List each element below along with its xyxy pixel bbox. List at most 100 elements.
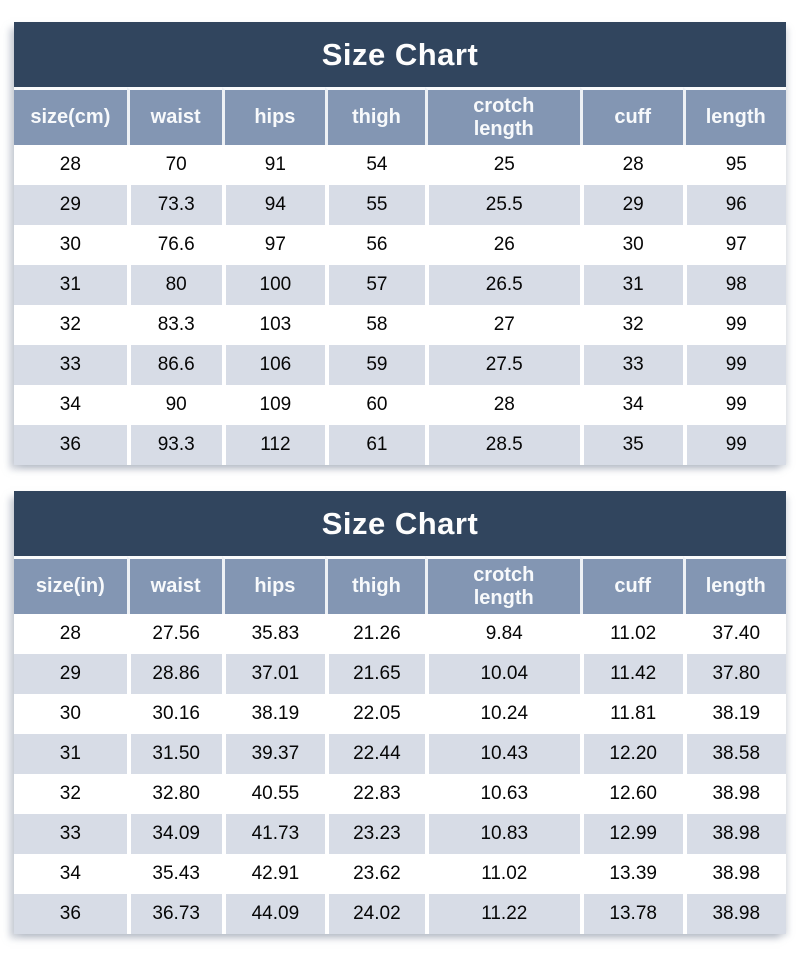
table-cell: 29	[579, 185, 683, 225]
table-cell: 9.84	[424, 614, 580, 654]
table-cell: 38.19	[221, 694, 326, 734]
table-cell: 30	[14, 694, 127, 734]
table-cell: 70	[126, 145, 222, 185]
column-header: cuff	[579, 87, 683, 145]
table-cell: 30	[579, 225, 683, 265]
table-cell: 31	[14, 265, 127, 305]
column-header: hips	[221, 87, 326, 145]
table-cell: 36	[14, 425, 127, 465]
table-row: 28 70 91 54 25 28 95	[14, 145, 786, 185]
column-header: waist	[126, 556, 222, 614]
table-row: 34 90 109 60 28 34 99	[14, 385, 786, 425]
table-cell: 11.42	[579, 654, 683, 694]
table-row: 36 93.3 112 61 28.5 35 99	[14, 425, 786, 465]
table-cell: 21.26	[325, 614, 425, 654]
table-cell: 97	[682, 225, 786, 265]
table-row: 29 73.3 94 55 25.5 29 96	[14, 185, 786, 225]
column-header: thigh	[325, 556, 425, 614]
table-cell: 22.05	[325, 694, 425, 734]
table-cell: 56	[325, 225, 425, 265]
table-cell: 91	[221, 145, 326, 185]
table-cell: 61	[325, 425, 425, 465]
table-cell: 28	[14, 145, 127, 185]
table-cell: 35.43	[126, 854, 222, 894]
size-chart-in-title: Size Chart	[14, 491, 786, 556]
table-cell: 38.58	[682, 734, 786, 774]
table-cell: 38.98	[682, 894, 786, 934]
table-cell: 24.02	[325, 894, 425, 934]
table-cell: 11.02	[424, 854, 580, 894]
table-cell: 30.16	[126, 694, 222, 734]
table-cell: 99	[682, 425, 786, 465]
table-cell: 32	[14, 774, 127, 814]
column-header-row: size(cm) waist hips thigh crotch length cuff l…	[14, 87, 786, 145]
table-row: 30 30.16 38.19 22.05 10.24 11.81 38.19	[14, 694, 786, 734]
column-header: length	[682, 87, 786, 145]
table-cell: 57	[325, 265, 425, 305]
table-row: 32 32.80 40.55 22.83 10.63 12.60 38.98	[14, 774, 786, 814]
table-cell: 33	[14, 814, 127, 854]
column-header: length	[682, 556, 786, 614]
table-row: 33 86.6 106 59 27.5 33 99	[14, 345, 786, 385]
table-cell: 31.50	[126, 734, 222, 774]
table-row: 33 34.09 41.73 23.23 10.83 12.99 38.98	[14, 814, 786, 854]
table-cell: 12.99	[579, 814, 683, 854]
table-cell: 58	[325, 305, 425, 345]
size-chart-cm-table: size(cm) waist hips thigh crotch length cuff l…	[14, 87, 786, 465]
column-header: thigh	[325, 87, 425, 145]
table-cell: 59	[325, 345, 425, 385]
table-cell: 38.98	[682, 854, 786, 894]
table-cell: 106	[221, 345, 326, 385]
table-cell: 23.62	[325, 854, 425, 894]
table-row: 34 35.43 42.91 23.62 11.02 13.39 38.98	[14, 854, 786, 894]
table-cell: 28.86	[126, 654, 222, 694]
table-cell: 99	[682, 345, 786, 385]
table-row: 36 36.73 44.09 24.02 11.22 13.78 38.98	[14, 894, 786, 934]
table-cell: 98	[682, 265, 786, 305]
table-cell: 42.91	[221, 854, 326, 894]
table-cell: 54	[325, 145, 425, 185]
table-cell: 10.04	[424, 654, 580, 694]
column-header-row: size(in) waist hips thigh crotch length cuff l…	[14, 556, 786, 614]
table-cell: 13.39	[579, 854, 683, 894]
table-cell: 11.81	[579, 694, 683, 734]
table-cell: 86.6	[126, 345, 222, 385]
table-cell: 32	[14, 305, 127, 345]
column-header: hips	[221, 556, 326, 614]
table-cell: 109	[221, 385, 326, 425]
table-cell: 28	[579, 145, 683, 185]
table-cell: 21.65	[325, 654, 425, 694]
table-cell: 28	[424, 385, 580, 425]
table-cell: 96	[682, 185, 786, 225]
table-cell: 34	[579, 385, 683, 425]
table-cell: 95	[682, 145, 786, 185]
size-chart-cm-title: Size Chart	[14, 22, 786, 87]
table-cell: 41.73	[221, 814, 326, 854]
table-cell: 11.02	[579, 614, 683, 654]
table-row: 29 28.86 37.01 21.65 10.04 11.42 37.80	[14, 654, 786, 694]
table-cell: 11.22	[424, 894, 580, 934]
table-cell: 22.44	[325, 734, 425, 774]
table-cell: 27.5	[424, 345, 580, 385]
table-cell: 10.63	[424, 774, 580, 814]
table-cell: 90	[126, 385, 222, 425]
table-cell: 22.83	[325, 774, 425, 814]
table-cell: 44.09	[221, 894, 326, 934]
size-chart-in-table: size(in) waist hips thigh crotch length cuff l…	[14, 556, 786, 934]
table-cell: 34	[14, 854, 127, 894]
column-header: crotch length	[424, 87, 580, 145]
table-cell: 93.3	[126, 425, 222, 465]
table-cell: 73.3	[126, 185, 222, 225]
table-cell: 10.83	[424, 814, 580, 854]
table-row: 31 80 100 57 26.5 31 98	[14, 265, 786, 305]
table-cell: 37.01	[221, 654, 326, 694]
table-cell: 27	[424, 305, 580, 345]
table-cell: 28.5	[424, 425, 580, 465]
table-cell: 12.60	[579, 774, 683, 814]
table-cell: 83.3	[126, 305, 222, 345]
table-cell: 99	[682, 305, 786, 345]
table-cell: 33	[579, 345, 683, 385]
table-cell: 38.98	[682, 774, 786, 814]
table-cell: 36	[14, 894, 127, 934]
